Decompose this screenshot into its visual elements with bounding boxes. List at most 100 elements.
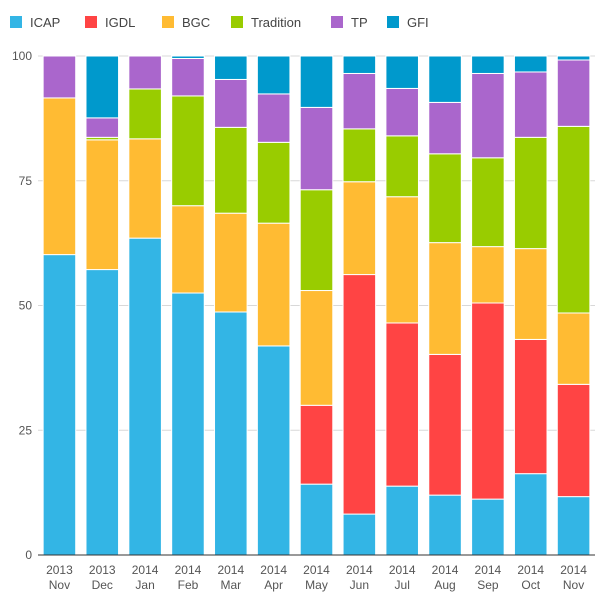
y-tick-label: 50 bbox=[19, 299, 33, 313]
x-tick-label-month: Sep bbox=[477, 578, 499, 592]
bar-segment-tradition bbox=[513, 136, 548, 250]
bar-segment-tp bbox=[342, 72, 377, 130]
bar-segment-bgc bbox=[342, 181, 377, 276]
bar-segment-tp bbox=[299, 106, 334, 191]
x-tick-label-month: Jul bbox=[395, 578, 410, 592]
bar-segment-icap bbox=[556, 496, 591, 556]
bar-segment-icap bbox=[171, 292, 205, 556]
bar-segment-igdl bbox=[428, 353, 462, 496]
bar-segment-bgc bbox=[85, 139, 120, 271]
x-tick-label-month: Dec bbox=[92, 578, 113, 592]
bar-segment-tradition bbox=[128, 88, 162, 140]
y-tick-label: 100 bbox=[12, 49, 32, 63]
bar-segment-bgc bbox=[428, 242, 462, 355]
legend-swatch-icap bbox=[10, 16, 22, 28]
bar-segment-gfi bbox=[85, 55, 120, 119]
bar-segment-igdl bbox=[471, 302, 505, 500]
legend-swatch-igdl bbox=[85, 16, 97, 28]
bar-segment-igdl bbox=[299, 404, 334, 485]
bar-segment-gfi bbox=[471, 55, 505, 74]
bar-segment-tradition bbox=[385, 135, 419, 198]
bar-segment-tp bbox=[256, 93, 291, 143]
legend-swatch-tradition bbox=[231, 16, 243, 28]
chart-bars bbox=[42, 55, 591, 556]
x-tick-label-month: Oct bbox=[521, 578, 540, 592]
bar-segment-tradition bbox=[256, 141, 291, 224]
y-tick-label: 25 bbox=[19, 423, 33, 437]
legend-label-tradition: Tradition bbox=[251, 15, 301, 30]
bar-segment-gfi bbox=[513, 55, 548, 73]
x-tick-label-year: 2014 bbox=[475, 563, 502, 577]
x-tick-label-month: Apr bbox=[264, 578, 283, 592]
y-tick-label: 75 bbox=[19, 174, 33, 188]
bar-segment-igdl bbox=[556, 383, 591, 498]
legend-swatch-bgc bbox=[162, 16, 174, 28]
legend-label-gfi: GFI bbox=[407, 15, 429, 30]
bar-segment-tp bbox=[471, 72, 505, 159]
x-tick-label-year: 2014 bbox=[260, 563, 287, 577]
bar-segment-bgc bbox=[42, 97, 77, 256]
bar-segment-igdl bbox=[342, 274, 377, 515]
x-tick-label-year: 2013 bbox=[46, 563, 73, 577]
bar-segment-gfi bbox=[299, 55, 334, 108]
x-tick-label-year: 2014 bbox=[132, 563, 159, 577]
x-tick-label-year: 2014 bbox=[217, 563, 244, 577]
bar-segment-tradition bbox=[556, 125, 591, 314]
x-tick-label-year: 2014 bbox=[389, 563, 416, 577]
bar-segment-bgc bbox=[128, 138, 162, 239]
bar-segment-bgc bbox=[256, 222, 291, 347]
x-tick-label-month: Jun bbox=[350, 578, 369, 592]
bar-segment-tradition bbox=[428, 153, 462, 244]
legend-swatch-tp bbox=[331, 16, 343, 28]
bar-segment-gfi bbox=[256, 55, 291, 95]
bar-segment-bgc bbox=[171, 205, 205, 294]
legend-label-bgc: BGC bbox=[182, 15, 210, 30]
legend-label-tp: TP bbox=[351, 15, 368, 30]
bar-segment-icap bbox=[428, 494, 462, 556]
x-tick-label-year: 2014 bbox=[560, 563, 587, 577]
x-tick-label-year: 2014 bbox=[175, 563, 202, 577]
bar-segment-bgc bbox=[214, 212, 248, 313]
legend-label-icap: ICAP bbox=[30, 15, 60, 30]
bar-segment-icap bbox=[214, 311, 248, 556]
bar-segment-tradition bbox=[214, 126, 248, 214]
bar-segment-bgc bbox=[556, 312, 591, 385]
x-tick-label-month: Nov bbox=[49, 578, 70, 592]
bar-segment-gfi bbox=[171, 55, 205, 59]
bar-segment-tp bbox=[513, 71, 548, 138]
bar-segment-igdl bbox=[513, 338, 548, 475]
y-tick-label: 0 bbox=[25, 548, 32, 562]
x-tick-label-month: Nov bbox=[563, 578, 584, 592]
bar-segment-tp bbox=[385, 87, 419, 137]
bar-segment-tp bbox=[128, 55, 162, 90]
chart-axes: 02550751002013Nov2013Dec2014Jan2014Feb20… bbox=[12, 49, 595, 592]
legend-swatch-gfi bbox=[387, 16, 399, 28]
x-tick-label-year: 2013 bbox=[89, 563, 116, 577]
x-tick-label-year: 2014 bbox=[303, 563, 330, 577]
chart-legend: ICAP IGDL BGC Tradition TP GFI bbox=[10, 15, 429, 30]
x-tick-label-month: May bbox=[305, 578, 328, 592]
bar-segment-gfi bbox=[342, 55, 377, 74]
x-tick-label-month: Mar bbox=[220, 578, 241, 592]
bar-segment-tp bbox=[556, 59, 591, 127]
bar-segment-icap bbox=[513, 473, 548, 556]
bar-segment-gfi bbox=[214, 55, 248, 80]
bar-segment-tradition bbox=[299, 189, 334, 292]
legend-label-igdl: IGDL bbox=[105, 15, 135, 30]
x-tick-label-year: 2014 bbox=[432, 563, 459, 577]
bar-segment-icap bbox=[299, 483, 334, 556]
bar-segment-gfi bbox=[385, 55, 419, 89]
x-tick-label-year: 2014 bbox=[346, 563, 373, 577]
bar-segment-tradition bbox=[171, 95, 205, 207]
bar-segment-tp bbox=[42, 55, 77, 99]
bar-segment-gfi bbox=[556, 55, 591, 61]
bar-segment-icap bbox=[385, 485, 419, 556]
bar-segment-tp bbox=[428, 101, 462, 155]
bar-segment-igdl bbox=[385, 322, 419, 487]
bar-segment-icap bbox=[85, 269, 120, 556]
bar-segment-tp bbox=[171, 57, 205, 97]
x-tick-label-month: Jan bbox=[135, 578, 154, 592]
bar-segment-tp bbox=[214, 78, 248, 128]
bar-segment-tradition bbox=[471, 157, 505, 248]
